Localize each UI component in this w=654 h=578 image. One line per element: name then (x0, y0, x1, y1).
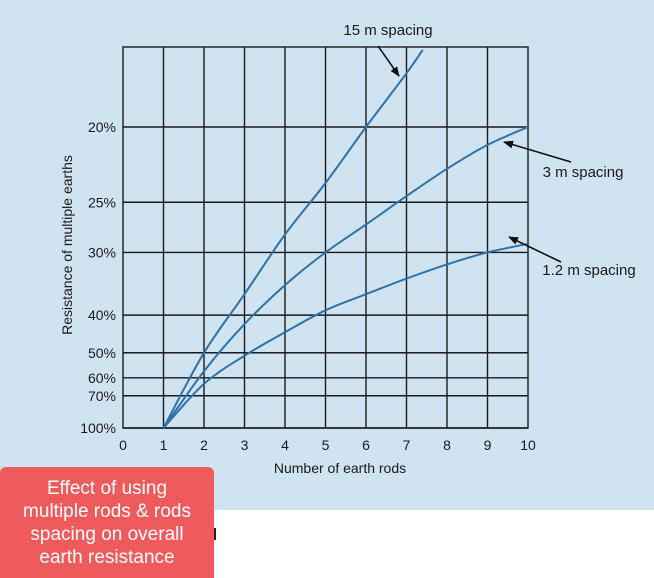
y-tick-label: 70% (88, 388, 116, 404)
x-tick-label: 4 (281, 437, 289, 453)
arrow-15m (377, 45, 400, 77)
x-axis-title: Number of earth rods (274, 460, 406, 476)
x-tick-label: 3 (241, 437, 249, 453)
line-chart: 0 1 2 3 4 5 6 7 8 9 10 20% 25% 30% 40% 50% 60% 70% 100% N… (59, 22, 636, 476)
series-lines (162, 49, 529, 429)
y-tick-label: 40% (88, 307, 116, 323)
annotation-label-3m: 3 m spacing (543, 164, 624, 181)
arrow-3m (503, 140, 572, 163)
x-tick-label: 9 (484, 437, 492, 453)
series-line-15m (162, 49, 424, 429)
x-tick-labels: 0 1 2 3 4 5 6 7 8 9 10 (119, 437, 536, 453)
y-tick-label: 20% (88, 119, 116, 135)
y-tick-label: 25% (88, 194, 116, 210)
x-tick-label: 10 (520, 437, 536, 453)
x-tick-label: 2 (200, 437, 208, 453)
y-axis-title: Resistance of multiple earths (59, 155, 75, 335)
x-tick-label: 1 (160, 437, 168, 453)
series-line-3m (162, 126, 529, 429)
y-tick-label: 50% (88, 345, 116, 361)
y-tick-label: 30% (88, 244, 116, 260)
series-line-1-2m (162, 242, 529, 429)
annotation-15m: 15 m spacing (343, 22, 432, 39)
y-tick-label: 60% (88, 370, 116, 386)
caption-box: Effect of using multiple rods & rods spa… (0, 467, 214, 578)
arrow-1-2m (508, 236, 562, 263)
annotation-label-15m: 15 m spacing (343, 22, 432, 39)
x-tick-label: 8 (443, 437, 451, 453)
grid (122, 46, 529, 429)
x-tick-label: 7 (403, 437, 411, 453)
annotation-arrows (377, 45, 572, 263)
x-tick-label: 0 (119, 437, 127, 453)
y-tick-label: 100% (80, 420, 116, 436)
annotation-label-1-2m: 1.2 m spacing (542, 262, 635, 279)
annotation-3m: 3 m spacing (543, 164, 624, 181)
y-tick-labels: 20% 25% 30% 40% 50% 60% 70% 100% (80, 119, 116, 436)
divider-mark (214, 528, 216, 540)
chart-panel: 0 1 2 3 4 5 6 7 8 9 10 20% 25% 30% 40% 50% 60% 70% 100% N… (0, 0, 654, 510)
x-tick-label: 6 (362, 437, 370, 453)
annotation-1-2m: 1.2 m spacing (542, 262, 635, 279)
x-tick-label: 5 (322, 437, 330, 453)
caption-text: Effect of using multiple rods & rods spa… (23, 477, 191, 568)
